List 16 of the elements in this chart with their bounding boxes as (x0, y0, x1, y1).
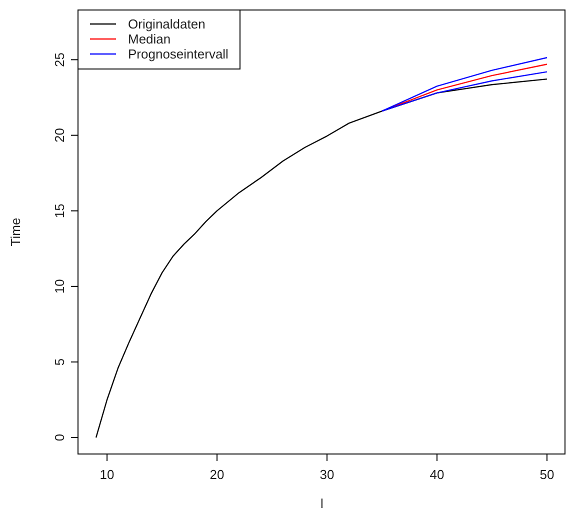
legend-label: Originaldaten (128, 16, 206, 32)
x-tick-label: 30 (320, 467, 334, 482)
y-tick-label: 10 (52, 279, 67, 294)
y-axis-title: Time (8, 218, 23, 246)
y-tick-label: 20 (52, 128, 67, 143)
legend-label: Prognoseintervall (128, 46, 229, 62)
x-tick-label: 20 (210, 467, 224, 482)
legend-label: Median (128, 32, 171, 46)
y-tick-label: 25 (52, 52, 67, 67)
y-tick-label: 15 (52, 204, 67, 218)
x-axis-title: l (320, 496, 324, 511)
x-tick-label: 10 (100, 467, 114, 482)
x-tick-label: 50 (540, 467, 554, 482)
x-tick-label: 40 (430, 467, 444, 482)
y-tick-label: 0 (52, 434, 67, 442)
y-tick-label: 5 (52, 358, 67, 366)
